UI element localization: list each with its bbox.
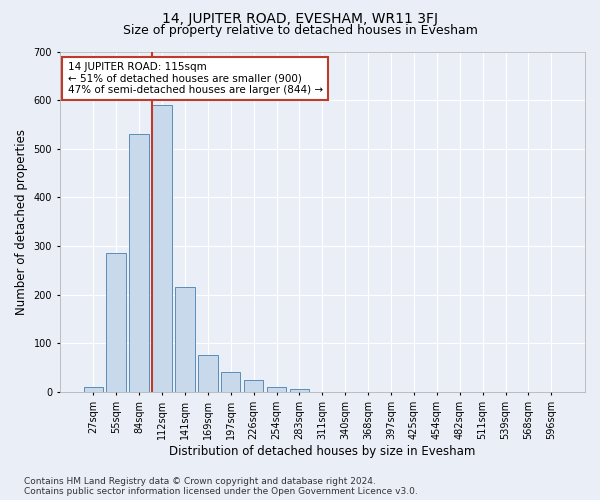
Bar	[290, 390, 309, 392]
Bar	[267, 387, 286, 392]
Bar	[152, 105, 172, 392]
Text: Contains HM Land Registry data © Crown copyright and database right 2024.
Contai: Contains HM Land Registry data © Crown c…	[24, 476, 418, 496]
Bar	[83, 387, 103, 392]
Bar	[221, 372, 241, 392]
Bar	[106, 254, 126, 392]
X-axis label: Distribution of detached houses by size in Evesham: Distribution of detached houses by size …	[169, 444, 476, 458]
Text: 14 JUPITER ROAD: 115sqm
← 51% of detached houses are smaller (900)
47% of semi-d: 14 JUPITER ROAD: 115sqm ← 51% of detache…	[68, 62, 323, 95]
Text: 14, JUPITER ROAD, EVESHAM, WR11 3FJ: 14, JUPITER ROAD, EVESHAM, WR11 3FJ	[162, 12, 438, 26]
Bar	[175, 288, 194, 392]
Y-axis label: Number of detached properties: Number of detached properties	[15, 128, 28, 314]
Bar	[198, 356, 218, 392]
Text: Size of property relative to detached houses in Evesham: Size of property relative to detached ho…	[122, 24, 478, 37]
Bar	[130, 134, 149, 392]
Bar	[244, 380, 263, 392]
